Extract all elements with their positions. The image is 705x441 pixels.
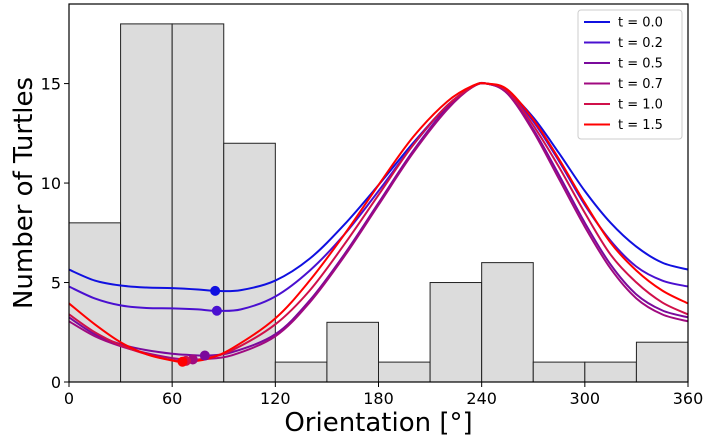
histogram-bars	[68, 23, 689, 383]
series-marker-2	[199, 350, 210, 361]
histogram-bar	[378, 361, 431, 383]
y-tick-label: 15	[41, 75, 61, 94]
x-axis-ticks: 0 60 120 180 240 300 360	[64, 382, 703, 408]
y-axis-label: Number of Turtles	[9, 77, 39, 309]
histogram-bar	[171, 23, 225, 383]
x-axis-label: Orientation [°]	[284, 408, 472, 438]
legend-entry: t = 0.7	[618, 77, 663, 92]
legend: t = 0.0 t = 0.2 t = 0.5 t = 0.7 t = 1.0 t = 1…	[577, 9, 683, 140]
y-tick-label: 10	[41, 174, 61, 193]
legend-entry: t = 0.0	[618, 16, 663, 31]
y-tick-label: 0	[51, 373, 61, 392]
histogram-bar	[584, 361, 637, 383]
legend-entry: t = 0.2	[618, 36, 663, 51]
histogram-bar	[429, 282, 483, 383]
series-curves	[68, 81, 689, 363]
series-line-0	[68, 82, 689, 293]
series-marker-0	[210, 285, 221, 296]
series-markers	[177, 285, 222, 367]
x-tick-label: 180	[363, 389, 394, 408]
histogram-bar	[274, 361, 328, 383]
histogram-bar	[481, 262, 534, 383]
x-tick-label: 0	[64, 389, 74, 408]
series-line-2	[68, 81, 689, 357]
legend-entry: t = 1.5	[618, 118, 663, 133]
histogram-bar	[326, 321, 379, 383]
x-tick-label: 120	[260, 389, 291, 408]
y-axis-ticks: 0 5 10 15	[41, 75, 69, 392]
histogram-bar	[68, 222, 122, 383]
legend-entry: t = 0.5	[618, 57, 663, 72]
histogram-bar	[635, 341, 689, 383]
y-tick-label: 5	[51, 274, 61, 293]
series-line-5	[68, 82, 689, 363]
x-tick-label: 60	[162, 389, 182, 408]
series-marker-5	[177, 356, 188, 367]
histogram-bar	[532, 361, 586, 383]
series-marker-1	[211, 305, 222, 316]
x-tick-label: 300	[570, 389, 601, 408]
x-tick-label: 360	[673, 389, 704, 408]
x-tick-label: 240	[466, 389, 497, 408]
legend-entry: t = 1.0	[618, 98, 663, 113]
series-line-3	[68, 81, 689, 361]
histogram-bar	[120, 23, 173, 383]
